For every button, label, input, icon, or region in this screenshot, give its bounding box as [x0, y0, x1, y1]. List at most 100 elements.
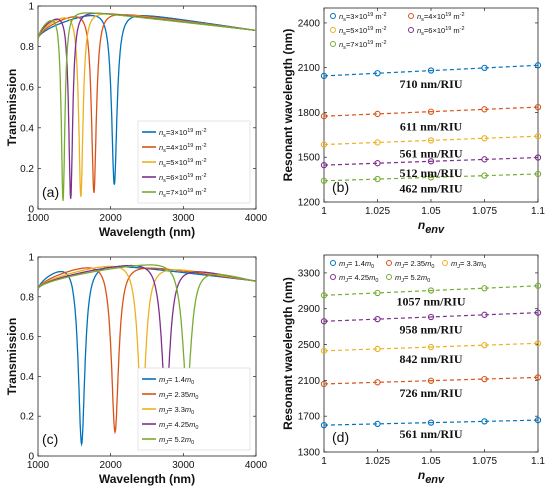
y-tick-label: 1700 — [298, 412, 321, 423]
y-tick-label: 0 — [28, 452, 34, 463]
sensitivity-label: 611 nm/RIU — [400, 120, 463, 134]
y-tick-label: 0.2 — [20, 164, 34, 175]
data-point — [481, 418, 488, 425]
data-point — [481, 135, 488, 142]
fit-line-4 — [323, 312, 539, 322]
sensitivity-label: 512 nm/RIU — [399, 166, 462, 180]
data-point — [534, 170, 542, 178]
x-tick-label: 1.025 — [365, 456, 390, 467]
y-tick-label: 2500 — [298, 340, 321, 351]
sensitivity-label: 561 nm/RIU — [399, 147, 462, 161]
legend-marker — [330, 13, 336, 19]
legend-marker — [386, 274, 392, 280]
y-tick-label: 0.8 — [20, 42, 34, 53]
data-point — [534, 340, 542, 347]
data-point — [320, 141, 328, 148]
legend-entry: ns=6×1019 m-2 — [417, 26, 465, 37]
fit-line-2 — [323, 106, 539, 117]
x-tick-label: 4000 — [245, 213, 268, 224]
legend-entry: ns=3×1019 m-2 — [339, 12, 387, 23]
legend-entry: ns=6×1019 m-2 — [159, 173, 207, 184]
x-tick-label: 3000 — [172, 213, 195, 224]
data-point — [481, 106, 488, 113]
data-point — [481, 156, 488, 163]
x-tick-label: 1 — [321, 456, 327, 467]
legend-box — [137, 367, 251, 451]
x-axis-label: nenv — [418, 218, 445, 236]
legend-marker — [330, 274, 336, 280]
data-point — [481, 285, 488, 292]
fit-line-5 — [323, 173, 539, 182]
data-point — [320, 421, 328, 429]
data-point — [427, 174, 435, 181]
panel-c: 1000 2000 3000 4000 0 0.2 0.4 0.6 0.8 1 Wavelength… — [5, 253, 268, 487]
legend: mJ= 1.4m0 mJ= 2.35m0 mJ= 3.3m0 mJ= 4.25m0 mJ… — [137, 367, 251, 451]
x-tick-label: 1.1 — [531, 456, 545, 467]
legend-entry: mJ= 3.3m0 — [451, 259, 486, 270]
y-tick-label: 0.6 — [20, 83, 34, 94]
legend: ns=3×1019 m-2 ns=4×1019 m-2 ns=5×1019 m-2 n… — [330, 12, 465, 51]
data-point — [374, 345, 381, 353]
data-point — [320, 318, 328, 325]
y-tick-label: 1300 — [298, 448, 321, 459]
data-point — [320, 347, 328, 354]
legend-entry: mJ= 2.35m0 — [395, 259, 434, 270]
x-tick-label: 1000 — [27, 460, 50, 471]
x-tick-label: 2000 — [100, 213, 123, 224]
y-tick-label: 0.8 — [20, 292, 34, 303]
y-axis-label: Resonant wavelength (nm) — [281, 277, 295, 430]
x-tick-label: 1.075 — [472, 456, 497, 467]
y-axis-label: Resonant wavelength (nm) — [281, 29, 295, 182]
x-tick-label: 1.05 — [421, 456, 441, 467]
y-tick-label: 2400 — [298, 18, 321, 29]
series-line-2 — [38, 267, 256, 435]
sensitivity-label: 958 nm/RIU — [399, 322, 462, 336]
panel-label: (a) — [42, 184, 59, 200]
data-point — [481, 342, 488, 349]
sensitivity-label: 462 nm/RIU — [399, 182, 462, 196]
legend-entry: mJ= 5.2m0 — [395, 273, 430, 284]
y-axis-label: Transmission — [5, 69, 19, 146]
legend-entry: mJ= 4.25m0 — [339, 273, 378, 284]
data-point — [374, 160, 381, 167]
data-point — [320, 292, 328, 299]
legend-entry: ns=7×1019 m-2 — [339, 40, 387, 51]
data-point — [427, 343, 435, 351]
y-tick-label: 1 — [28, 2, 34, 13]
fit-line-1 — [323, 419, 539, 426]
data-point — [534, 62, 542, 69]
x-tick-label: 4000 — [245, 460, 268, 471]
y-tick-label: 0.4 — [20, 123, 34, 134]
data-point — [374, 379, 381, 386]
x-tick-label: 1.025 — [365, 206, 390, 217]
legend: mJ= 1.4m0 mJ= 2.35m0 mJ= 3.3m0 mJ= 4.25m0 mJ… — [330, 259, 486, 284]
y-tick-label: 2100 — [298, 376, 321, 387]
legend-marker — [330, 41, 336, 47]
data-point — [320, 161, 328, 169]
data-point — [534, 103, 542, 111]
plot-frame — [323, 7, 539, 203]
legend-entry: ns=5×1019 m-2 — [159, 158, 207, 169]
data-point — [481, 311, 488, 318]
legend-entry: mJ= 2.35m0 — [159, 390, 198, 401]
fit-line-3 — [323, 135, 539, 146]
legend-entry: mJ= 3.3m0 — [159, 405, 194, 416]
x-tick-label: 3000 — [172, 460, 195, 471]
data-point — [481, 172, 488, 179]
data-point — [320, 177, 328, 184]
data-point — [320, 380, 328, 388]
data-point — [534, 133, 542, 140]
legend-entry: mJ= 1.4m0 — [159, 375, 194, 386]
x-axis-label: Wavelength (nm) — [99, 472, 195, 486]
data-point — [534, 309, 542, 316]
data-point — [427, 67, 435, 74]
x-tick-label: 1.05 — [421, 206, 441, 217]
legend-entry: mJ= 4.25m0 — [159, 420, 198, 431]
sensitivity-label: 842 nm/RIU — [399, 352, 462, 366]
data-point — [374, 315, 381, 323]
series-line-5 — [38, 12, 256, 201]
sensitivity-label: 561 nm/RIU — [399, 427, 462, 441]
data-point — [427, 377, 435, 384]
y-axis-label: Transmission — [5, 318, 19, 395]
y-tick-label: 1500 — [298, 153, 321, 164]
